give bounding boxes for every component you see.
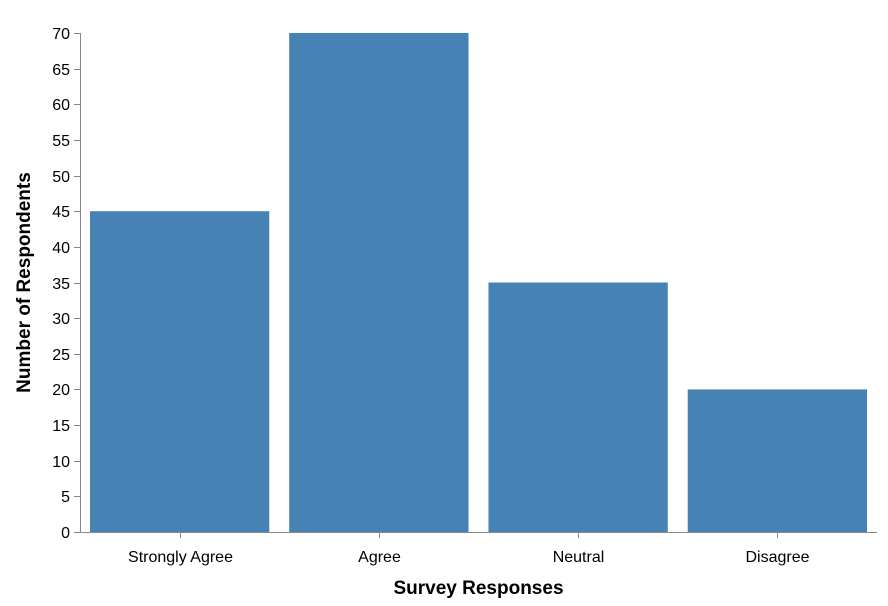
- y-tick-label: 35: [52, 276, 70, 293]
- x-axis-title: Survey Responses: [393, 578, 563, 599]
- y-tick-label: 65: [52, 62, 70, 79]
- bar-neutral: [488, 282, 668, 532]
- y-tick-label: 55: [52, 133, 70, 150]
- bars-group: [89, 33, 868, 532]
- y-tick-label: 50: [52, 169, 70, 186]
- x-tick-label: Neutral: [553, 549, 605, 566]
- y-tick-label: 20: [52, 382, 70, 399]
- y-tick-label: 60: [52, 97, 70, 114]
- x-tick-label: Disagree: [745, 549, 809, 566]
- y-tick-label: 40: [52, 240, 70, 257]
- x-tick-label: Agree: [358, 549, 401, 566]
- y-tick-label: 25: [52, 347, 70, 364]
- y-tick-label: 10: [52, 454, 70, 471]
- x-axis: Strongly Agree Agree Neutral Disagree: [80, 532, 877, 566]
- bar-agree: [289, 33, 469, 532]
- y-axis: 0 5 10 15 20 25 30 35 40 45 50 55 60 65 70: [52, 26, 81, 542]
- y-tick-label: 70: [52, 26, 70, 43]
- bar-disagree: [687, 389, 868, 532]
- y-tick-label: 5: [61, 489, 70, 506]
- y-tick-label: 0: [61, 525, 70, 542]
- y-tick-label: 45: [52, 204, 70, 221]
- y-tick-label: 15: [52, 418, 70, 435]
- bar-strongly-agree: [89, 211, 270, 532]
- x-tick-label: Strongly Agree: [128, 549, 233, 566]
- y-tick-label: 30: [52, 311, 70, 328]
- y-axis-title: Number of Respondents: [14, 172, 35, 393]
